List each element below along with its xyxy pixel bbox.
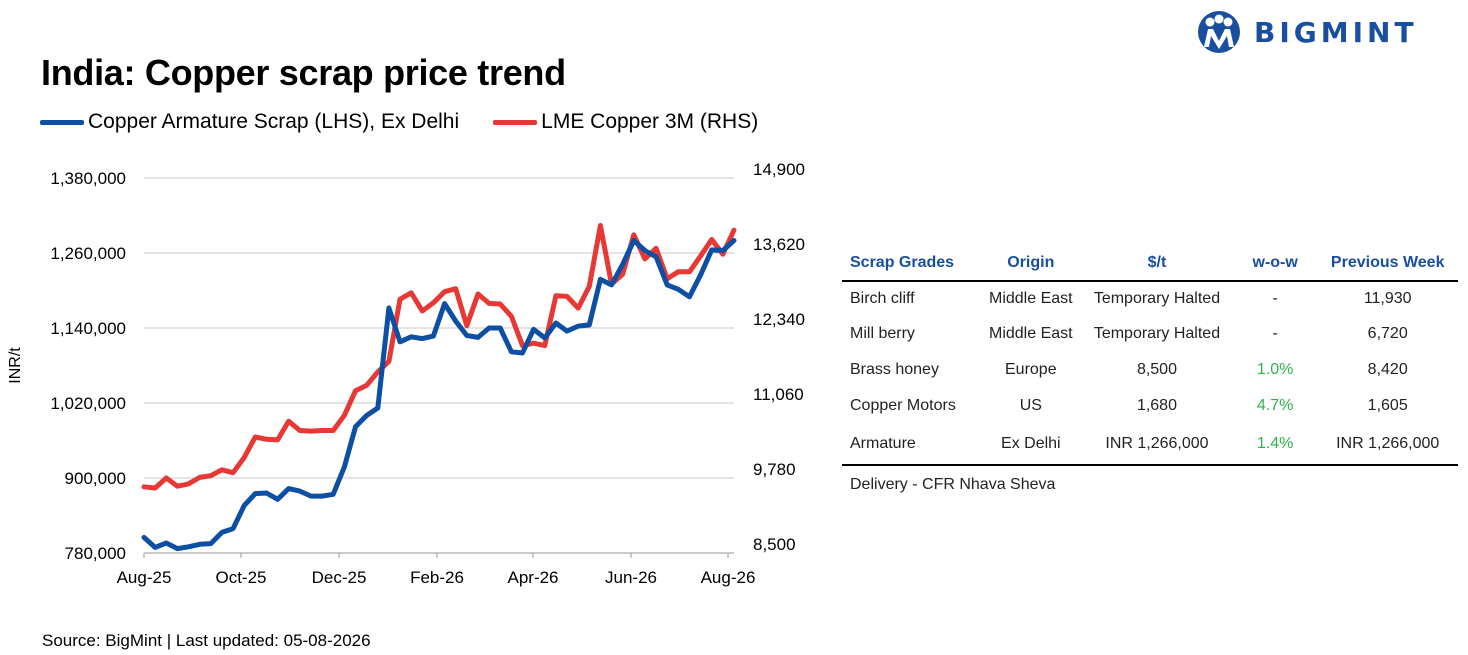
y-axis-title: INR/t bbox=[7, 347, 24, 384]
cell-price: Temporary Halted bbox=[1093, 325, 1221, 342]
x-tick-label: Apr-26 bbox=[507, 568, 558, 587]
cell-price: 8,500 bbox=[1136, 361, 1177, 378]
y-tick-label: 780,000 bbox=[65, 544, 126, 563]
x-tick-label: Dec-25 bbox=[312, 568, 367, 587]
column-header-grade: Scrap Grades bbox=[842, 250, 981, 282]
y-tick-label: 1,020,000 bbox=[50, 394, 126, 413]
column-header-wow: w-o-w bbox=[1232, 250, 1318, 282]
cell-origin: US bbox=[1019, 397, 1042, 414]
column-header-origin: Origin bbox=[980, 250, 1081, 282]
x-tick-label: Aug-26 bbox=[701, 568, 756, 587]
table-row: Copper Motors US 1,680 4.7% 1,605 bbox=[842, 388, 1458, 424]
legend-swatch-armature bbox=[40, 119, 84, 125]
cell-origin: Middle East bbox=[989, 290, 1073, 307]
cell-price: 1,680 bbox=[1136, 397, 1177, 414]
y2-tick-label: 8,500 bbox=[753, 535, 796, 554]
column-header-previous-week: Previous Week bbox=[1317, 250, 1458, 282]
legend-item-armature: Copper Armature Scrap (LHS), Ex Delhi bbox=[40, 110, 459, 134]
table-note: Delivery - CFR Nhava Sheva bbox=[850, 476, 1056, 493]
cell-previous-week: 8,420 bbox=[1367, 361, 1408, 378]
brand-logo: BIGMINT bbox=[1196, 8, 1456, 56]
series-line-lme bbox=[141, 223, 737, 491]
scrap-price-table: Scrap Grades Origin $/t w-o-w Previous W… bbox=[842, 250, 1458, 494]
y-tick-label: 1,260,000 bbox=[50, 244, 126, 263]
y2-tick-label: 11,060 bbox=[753, 385, 804, 404]
series-line-armature bbox=[141, 238, 737, 552]
table-row: Mill berry Middle East Temporary Halted … bbox=[842, 316, 1458, 352]
page-title: India: Copper scrap price trend bbox=[41, 52, 566, 93]
table-row: Brass honey Europe 8,500 1.0% 8,420 bbox=[842, 352, 1458, 388]
y2-tick-label: 9,780 bbox=[753, 460, 796, 479]
x-tick-label: Aug-25 bbox=[117, 568, 172, 587]
y-tick-label: 1,140,000 bbox=[50, 319, 126, 338]
cell-previous-week: INR 1,266,000 bbox=[1317, 424, 1458, 466]
cell-grade: Brass honey bbox=[850, 361, 939, 378]
table-header-row: Scrap Grades Origin $/t w-o-w Previous W… bbox=[842, 250, 1458, 282]
cell-origin: Europe bbox=[1005, 361, 1057, 378]
cell-grade: Mill berry bbox=[850, 325, 915, 342]
legend-item-lme: LME Copper 3M (RHS) bbox=[493, 110, 758, 134]
y-tick-label: 900,000 bbox=[65, 469, 126, 488]
cell-origin: Ex Delhi bbox=[980, 424, 1081, 466]
cell-previous-week: 6,720 bbox=[1367, 325, 1408, 342]
table-row: Birch cliff Middle East Temporary Halted… bbox=[842, 281, 1458, 316]
y2-tick-label: 14,900 bbox=[753, 160, 805, 179]
price-trend-chart: 780,000 8,500 900,000 9,780 1,020,000 11,060 1… bbox=[7, 160, 805, 587]
cell-price: Temporary Halted bbox=[1093, 290, 1221, 307]
x-tick-label: Oct-25 bbox=[215, 568, 266, 587]
cell-previous-week: 1,605 bbox=[1367, 397, 1408, 414]
cell-wow: - bbox=[1272, 290, 1278, 307]
y2-tick-label: 13,620 bbox=[753, 235, 805, 254]
cell-origin: Middle East bbox=[989, 325, 1073, 342]
y2-tick-label: 12,340 bbox=[753, 310, 805, 329]
cell-wow: - bbox=[1272, 325, 1278, 342]
cell-wow: 1.0% bbox=[1256, 361, 1294, 378]
x-tick-label: Feb-26 bbox=[410, 568, 464, 587]
source-note: Source: BigMint | Last updated: 05-08-20… bbox=[42, 631, 371, 650]
legend-label-armature: Copper Armature Scrap (LHS), Ex Delhi bbox=[88, 110, 460, 133]
cell-grade: Armature bbox=[842, 424, 981, 466]
cell-wow: 4.7% bbox=[1256, 397, 1294, 414]
cell-grade: Copper Motors bbox=[850, 397, 956, 414]
legend-label-lme: LME Copper 3M (RHS) bbox=[541, 110, 759, 133]
y-tick-label: 1,380,000 bbox=[50, 169, 126, 188]
brand-name: BIGMINT bbox=[1254, 15, 1418, 49]
table-row: Armature Ex Delhi INR 1,266,000 1.4% INR… bbox=[842, 424, 1458, 466]
x-tick-label: Jun-26 bbox=[605, 568, 657, 587]
column-header-price: $/t bbox=[1081, 250, 1233, 282]
cell-grade: Birch cliff bbox=[850, 290, 915, 307]
bigmint-logo-icon bbox=[1198, 11, 1240, 53]
chart-legend: Copper Armature Scrap (LHS), Ex Delhi LM… bbox=[40, 110, 792, 134]
legend-swatch-lme bbox=[493, 119, 538, 125]
cell-previous-week: 11,930 bbox=[1363, 290, 1412, 307]
cell-price: INR 1,266,000 bbox=[1081, 424, 1233, 466]
cell-wow: 1.4% bbox=[1232, 424, 1318, 466]
